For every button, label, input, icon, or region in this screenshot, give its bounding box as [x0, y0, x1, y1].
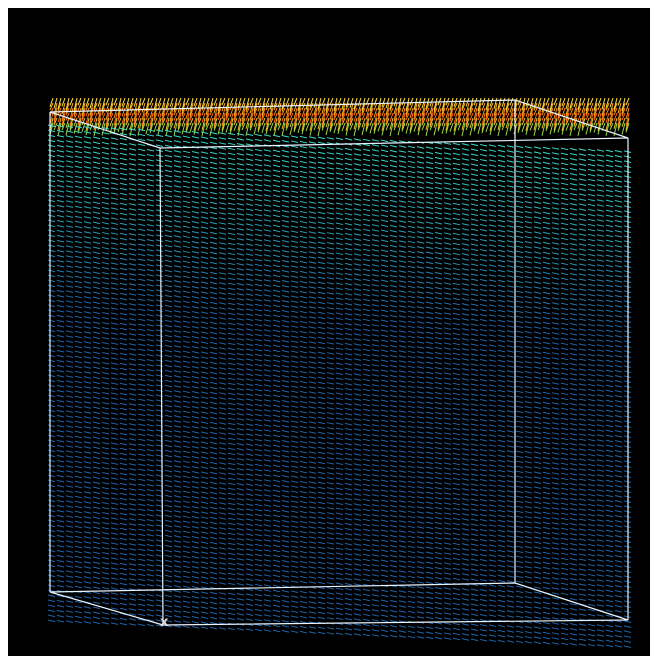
- page: x (() => { const data = JSON.parse(docum…: [0, 0, 658, 664]
- axis-label: x: [160, 615, 169, 630]
- visualization-viewport: x: [0, 0, 658, 664]
